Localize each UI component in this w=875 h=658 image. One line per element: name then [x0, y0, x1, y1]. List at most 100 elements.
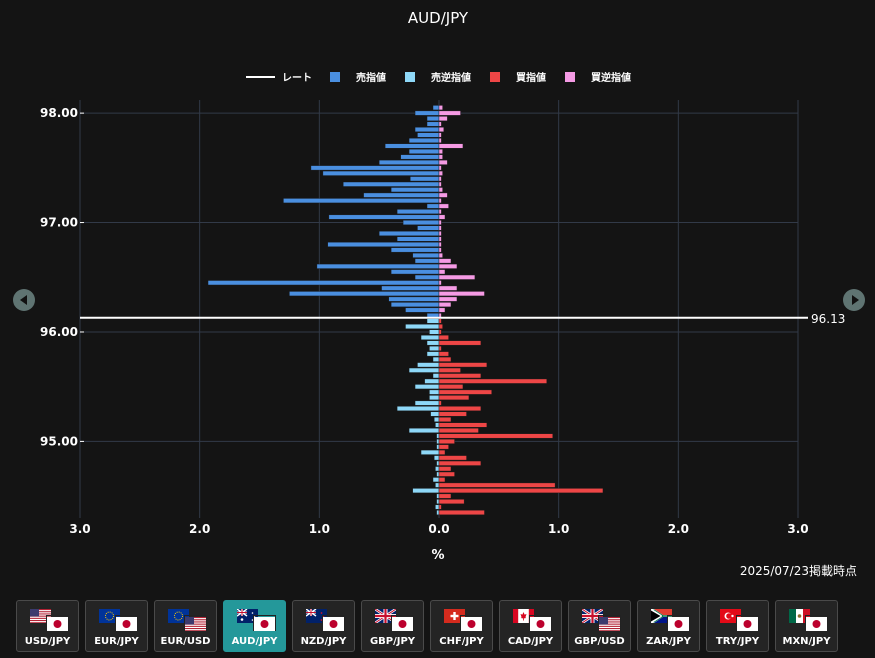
- bar-series-2: [412, 488, 440, 494]
- bar-series-4: [438, 247, 442, 253]
- bar-series-2: [396, 406, 440, 412]
- pair-button-chf-jpy[interactable]: CHF/JPY: [430, 600, 493, 652]
- bar-series-4: [438, 132, 442, 138]
- bar-series-1: [412, 252, 440, 258]
- bar-series-4: [438, 236, 442, 242]
- bar-series-1: [426, 203, 440, 209]
- flag-jp-icon: [667, 615, 690, 631]
- bar-series-4: [438, 192, 448, 198]
- bar-series-4: [438, 187, 443, 193]
- bar-series-2: [435, 504, 440, 510]
- bar-series-3: [438, 455, 467, 461]
- bar-series-4: [438, 143, 464, 149]
- pair-button-try-jpy[interactable]: TRY/JPY: [706, 600, 769, 652]
- bar-series-3: [438, 504, 442, 510]
- x-tick-label: 1.0: [548, 522, 569, 536]
- flag-jp-icon: [529, 615, 552, 631]
- pair-button-nzd-jpy[interactable]: NZD/JPY: [292, 600, 355, 652]
- bar-series-2: [414, 384, 440, 390]
- bar-series-3: [438, 351, 449, 357]
- pair-label: NZD/JPY: [300, 636, 347, 647]
- flag-jp-icon: [46, 615, 69, 631]
- bar-series-3: [438, 417, 452, 422]
- pair-button-mxn-jpy[interactable]: MXN/JPY: [775, 600, 838, 652]
- bar-series-3: [438, 356, 452, 362]
- pair-button-gbp-jpy[interactable]: GBP/JPY: [361, 600, 424, 652]
- bar-series-4: [438, 159, 448, 165]
- bar-series-3: [438, 384, 464, 390]
- bar-series-2: [405, 324, 440, 329]
- pair-button-gbp-usd[interactable]: GBP/USD: [568, 600, 631, 652]
- bar-series-3: [438, 345, 442, 351]
- bar-series-1: [405, 307, 440, 313]
- bar-series-3: [438, 493, 452, 499]
- bar-series-1: [378, 231, 440, 236]
- legend-label-series-1: 売指値: [356, 71, 386, 84]
- pair-button-usd-jpy[interactable]: USD/JPY: [16, 600, 79, 652]
- bar-series-1: [384, 143, 440, 149]
- bar-series-4: [438, 263, 458, 269]
- bar-series-2: [424, 378, 440, 384]
- bar-series-2: [417, 362, 440, 368]
- pair-label: EUR/JPY: [94, 636, 139, 647]
- pair-button-zar-jpy[interactable]: ZAR/JPY: [637, 600, 700, 652]
- bar-series-4: [438, 214, 446, 220]
- y-tick-label: 95.00: [40, 434, 78, 448]
- flag-eu-icon: [99, 608, 120, 623]
- pair-label: TRY/JPY: [715, 636, 760, 647]
- bar-series-4: [438, 280, 442, 286]
- pair-label: GBP/JPY: [369, 636, 416, 647]
- legend-swatch-series-1: [330, 72, 340, 82]
- flag-ca-icon: [513, 608, 534, 623]
- pair-button-cad-jpy[interactable]: CAD/JPY: [499, 600, 562, 652]
- y-tick-label: 97.00: [40, 216, 78, 230]
- bar-series-1: [390, 247, 440, 253]
- y-tick-label: 96.00: [40, 325, 78, 339]
- bar-series-2: [435, 466, 440, 472]
- timestamp: 2025/07/23掲載時点: [739, 564, 857, 578]
- pair-button-aud-jpy[interactable]: AUD/JPY: [223, 600, 286, 652]
- bar-series-4: [438, 165, 442, 171]
- bar-series-4: [438, 302, 452, 308]
- bar-series-4: [438, 110, 461, 116]
- legend-item-series-1: 売指値: [330, 71, 386, 84]
- legend-label-series-2: 売逆指値: [431, 71, 471, 84]
- bar-series-2: [420, 449, 440, 455]
- bar-series-1: [283, 198, 440, 204]
- bar-series-2: [429, 329, 440, 335]
- flag-us-icon: [598, 615, 621, 631]
- bar-series-3: [438, 477, 446, 483]
- pair-button-eur-usd[interactable]: EUR/USD: [154, 600, 217, 652]
- bar-series-1: [396, 236, 440, 242]
- flag-ch-icon: [444, 608, 465, 623]
- currency-pair-selector: USD/JPY EUR/JPY EUR/USD AUD/JPY NZD/JPY GBP/J…: [16, 600, 838, 652]
- bar-series-1: [414, 127, 440, 132]
- bar-series-4: [438, 209, 442, 215]
- bar-series-2: [430, 411, 440, 417]
- bar-series-4: [438, 220, 442, 225]
- order-book-chart: AUD/JPY レート 売指値 売逆指値 買指値 買逆指値 98.00 97.00 96.0…: [40, 9, 845, 560]
- bar-series-1: [400, 154, 440, 160]
- chevron-left-icon[interactable]: [13, 289, 35, 311]
- bar-series-1: [322, 170, 440, 176]
- y-tick-label: 98.00: [40, 106, 78, 120]
- bar-series-1: [378, 159, 440, 165]
- legend-swatch-series-3: [490, 72, 500, 82]
- bar-series-4: [438, 170, 443, 176]
- chevron-right-icon[interactable]: [843, 289, 865, 311]
- bar-series-1: [396, 209, 440, 215]
- legend-swatch-series-2: [405, 72, 415, 82]
- bar-series-4: [438, 274, 476, 280]
- pair-label: CAD/JPY: [507, 636, 554, 647]
- pair-button-eur-jpy[interactable]: EUR/JPY: [85, 600, 148, 652]
- bar-series-2: [414, 400, 440, 406]
- flag-jp-icon: [115, 615, 138, 631]
- legend-item-series-3: 買指値: [490, 71, 546, 84]
- pair-label: USD/JPY: [24, 636, 71, 647]
- legend-swatch-series-4: [565, 72, 575, 82]
- bar-series-2: [432, 373, 440, 379]
- bar-series-4: [438, 176, 442, 182]
- bar-series-3: [438, 318, 442, 324]
- flag-jp-icon: [460, 615, 483, 631]
- bar-series-1: [388, 296, 440, 302]
